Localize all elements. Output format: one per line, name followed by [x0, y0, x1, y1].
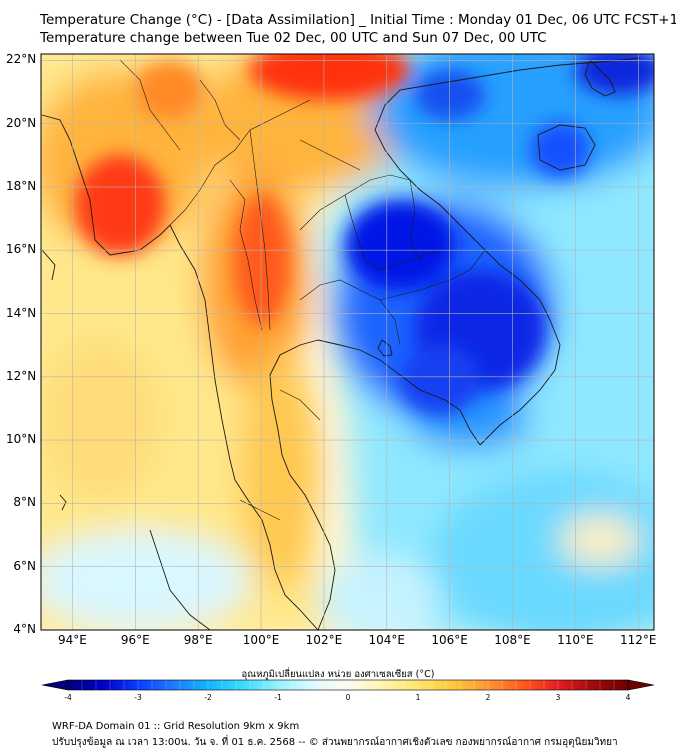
colorbar-tick-label: -1 [274, 693, 282, 702]
map-frame [40, 53, 655, 631]
latitude-label: 10°N [6, 432, 37, 447]
latitude-label: 16°N [6, 242, 37, 257]
colorbar-tick-label: 1 [415, 693, 421, 702]
longitude-label: 104°E [368, 633, 406, 647]
longitude-label: 110°E [557, 633, 594, 647]
footer-model-info: WRF-DA Domain 01 :: Grid Resolution 9km … [52, 721, 300, 732]
colorbar-tick-label: -2 [204, 693, 212, 702]
longitude-label: 96°E [120, 633, 150, 647]
latitude-label: 14°N [6, 305, 37, 320]
longitude-label: 102°E [305, 633, 343, 647]
latitude-label: 4°N [13, 622, 36, 636]
colorbar [41, 679, 655, 691]
longitude-label: 106°E [431, 633, 468, 647]
latitude-label: 6°N [13, 558, 36, 573]
longitude-label: 100°E [242, 633, 280, 647]
chart-subtitle: Temperature change between Tue 02 Dec, 0… [40, 30, 547, 46]
colorbar-tick-label: 2 [485, 693, 491, 702]
footer-credit: ปรับปรุงข้อมูล ณ เวลา 13:00น. วัน จ. ที่… [52, 737, 618, 748]
colorbar-tick-label: -4 [64, 693, 72, 702]
longitude-label: 108°E [494, 633, 531, 647]
longitude-label: 112°E [620, 633, 657, 647]
colorbar-tick-label: 4 [625, 693, 631, 702]
colorbar-tick-label: -3 [134, 693, 142, 702]
longitude-label: 94°E [57, 633, 87, 647]
borders [119, 59, 486, 521]
chart-title: Temperature Change (°C) - [Data Assimila… [40, 12, 676, 28]
latitude-label: 18°N [6, 178, 37, 193]
latitude-label: 12°N [6, 368, 37, 383]
latitude-label: 8°N [13, 495, 36, 510]
colorbar-scale [67, 679, 629, 691]
colorbar-tick-label: 0 [345, 693, 351, 702]
temperature-field [41, 54, 654, 630]
latitude-label: 22°N [6, 52, 37, 67]
latitude-label: 20°N [6, 115, 37, 130]
colorbar-tick-label: 3 [555, 693, 561, 702]
graticule [41, 54, 654, 631]
colorbar-label: อุณหภูมิเปลี่ยนแปลง หน่วย องศาเซลเซียส (… [241, 669, 435, 680]
longitude-label: 98°E [183, 633, 213, 647]
